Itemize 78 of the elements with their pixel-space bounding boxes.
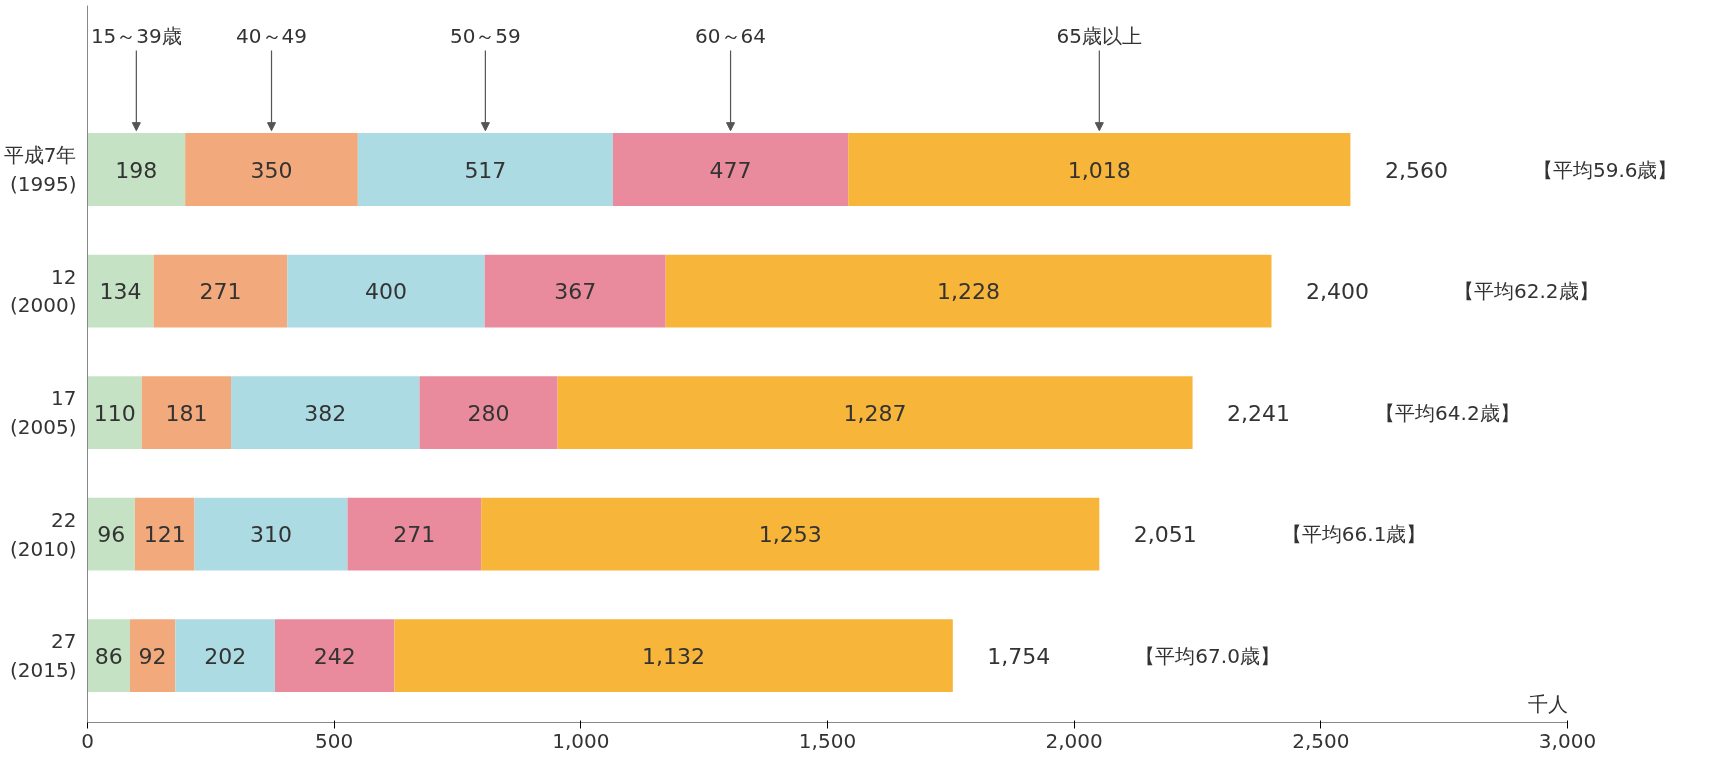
data-label: 1,018 [1067, 157, 1131, 183]
x-tick-label: 500 [315, 728, 354, 753]
data-label: 400 [364, 279, 407, 305]
data-label: 1,228 [937, 279, 1001, 305]
data-label: 1,287 [843, 400, 907, 426]
annotation: 【平均66.1歳】 [1281, 522, 1427, 547]
x-tick-label: 2,500 [1292, 728, 1350, 753]
text: 15～39歳 [90, 23, 182, 48]
data-label: 202 [204, 643, 247, 669]
bar [665, 254, 1272, 328]
bar [194, 497, 348, 571]
bar [394, 619, 953, 693]
bar [274, 619, 395, 693]
total-label: 2,241 [1227, 400, 1291, 426]
data-label: 110 [93, 400, 136, 426]
bar [484, 254, 666, 328]
bar [87, 497, 135, 571]
x-tick-label: 3,000 [1538, 728, 1597, 753]
annotation: 【平均62.2歳】 [1454, 279, 1599, 304]
data-label: 367 [554, 279, 597, 305]
total-label: 2,560 [1384, 157, 1448, 183]
total-label: 2,051 [1133, 522, 1197, 548]
data-label: 134 [99, 279, 142, 305]
x-tick-label: 0 [81, 728, 94, 753]
y-tick-label: 27 (2015) [10, 629, 77, 683]
annotation: 【平均67.0歳】 [1135, 643, 1280, 668]
data-label: 280 [467, 400, 510, 426]
data-label: 350 [250, 157, 293, 183]
data-label: 310 [250, 522, 293, 548]
y-tick-label: 17 (2005) [10, 386, 77, 440]
data-label: 271 [199, 279, 242, 305]
data-label: 382 [304, 400, 347, 426]
data-label: 242 [313, 643, 356, 669]
bar [848, 133, 1351, 207]
bar [153, 254, 288, 328]
bar [87, 133, 186, 207]
annotation: 【平均64.2歳】 [1375, 400, 1520, 425]
data-label: 198 [115, 157, 158, 183]
data-label: 121 [143, 522, 186, 548]
bar [287, 254, 485, 328]
data-label: 92 [138, 643, 167, 669]
bar [231, 376, 420, 450]
annotation: 【平均59.6歳】 [1532, 157, 1678, 182]
bar [357, 133, 613, 207]
bar [419, 376, 558, 450]
y-tick-label: 22 (2010) [10, 507, 77, 561]
data-label: 1,253 [758, 522, 822, 548]
bar [87, 376, 142, 450]
data-label: 96 [97, 522, 126, 548]
data-label: 181 [165, 400, 208, 426]
data-label: 271 [393, 522, 436, 548]
data-label: 477 [709, 157, 752, 183]
bar [175, 619, 275, 693]
bar [141, 376, 232, 450]
total-label: 1,754 [987, 643, 1051, 669]
x-tick-label: 1,500 [798, 728, 857, 753]
bar [87, 254, 154, 328]
data-label: 517 [464, 157, 507, 183]
bar [129, 619, 176, 693]
text: 50～59 [449, 23, 521, 48]
total-label: 2,400 [1306, 279, 1370, 305]
bar [134, 497, 195, 571]
y-tick-label: 12 (2000) [10, 264, 77, 318]
x-tick-label: 1,000 [552, 728, 610, 753]
bar [481, 497, 1100, 571]
bar [185, 133, 358, 207]
bar [87, 619, 130, 693]
y-tick-label: 平成7年 (1995) [3, 143, 77, 196]
x-axis-title: 千人 [1527, 692, 1568, 717]
bar [557, 376, 1193, 450]
text: 65歳以上 [1056, 23, 1143, 48]
bar [612, 133, 849, 207]
bar [347, 497, 482, 571]
data-label: 1,132 [642, 643, 706, 669]
text: 40～49 [236, 23, 307, 48]
x-tick-label: 2,000 [1045, 728, 1103, 753]
data-label: 86 [94, 643, 123, 669]
text: 60～64 [695, 23, 767, 48]
